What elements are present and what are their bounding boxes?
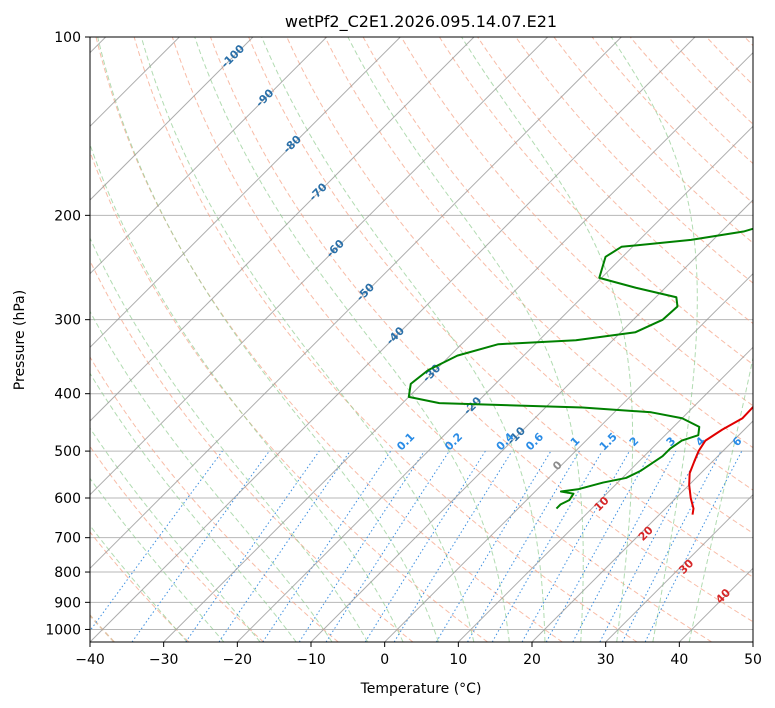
isotherm-line (163, 51, 753, 642)
dewpoint-profile (407, 227, 753, 510)
dry-adiabat (171, 37, 712, 642)
isotherm-line (90, 37, 254, 201)
x-tick-label: −10 (296, 652, 326, 668)
chart-title: wetPf2_C2E1.2026.095.14.07.E21 (285, 12, 557, 32)
x-tick-label: 40 (670, 652, 688, 668)
dry-adiabat (324, 37, 753, 491)
moist-adiabat (194, 37, 510, 642)
dry-adiabat (95, 37, 563, 642)
y-tick-label: 100 (54, 30, 81, 46)
dry-adiabat (439, 37, 753, 366)
moist-adiabat (261, 37, 546, 642)
mixing-ratio-line (545, 450, 653, 642)
plot-frame (89, 36, 754, 643)
x-tick-label: 0 (380, 652, 389, 668)
y-tick-label: 400 (54, 387, 81, 403)
x-axis-label: Temperature (°C) (360, 681, 482, 697)
mixing-ratio-line (185, 450, 320, 642)
x-tick-label: −30 (149, 652, 179, 668)
isotherm-line (90, 37, 328, 275)
y-tick-label: 700 (54, 531, 81, 547)
isotherm-line (90, 37, 475, 422)
mixing-ratio-line (644, 450, 743, 642)
mixing-ratio-line (90, 450, 223, 632)
mixing-ratio-line (521, 450, 630, 642)
x-tick-label: −40 (75, 652, 105, 668)
y-axis: 100 200 300 400 500 600 700 800 900 1000 (45, 30, 90, 638)
dry-adiabat (591, 37, 753, 204)
moist-adiabat (90, 477, 225, 642)
x-tick-label: 10 (449, 652, 467, 668)
x-tick-label: −20 (223, 652, 253, 668)
dry-adiabat (477, 37, 753, 325)
mixing-ratio-line (218, 450, 351, 642)
y-axis-label: Pressure (hPa) (12, 290, 28, 390)
isotherm-line (90, 37, 696, 642)
mixing-ratio-line (325, 450, 450, 642)
x-tick-label: 30 (597, 652, 615, 668)
background-lines (90, 37, 753, 642)
mixing-ratio-line (572, 450, 677, 642)
x-axis: −40 −30 −20 −10 0 10 20 30 40 50 (75, 642, 762, 668)
mixing-ratio-line (262, 450, 392, 642)
isotherm-line (310, 199, 753, 642)
sounding-profiles (407, 227, 753, 515)
x-tick-label: 20 (523, 652, 541, 668)
moist-adiabat (90, 427, 261, 642)
dry-adiabat (286, 37, 753, 534)
y-tick-label: 800 (54, 565, 81, 581)
y-tick-label: 200 (54, 208, 81, 224)
dry-adiabat (90, 531, 190, 642)
moist-adiabat (688, 355, 753, 642)
dry-adiabat (553, 37, 753, 244)
y-tick-label: 300 (54, 313, 81, 329)
dry-adiabat (90, 150, 488, 642)
isotherm-line (90, 37, 622, 570)
isotherm-line (236, 125, 753, 642)
moist-adiabat (97, 37, 439, 642)
moist-adiabat (90, 143, 404, 642)
dry-adiabat (133, 37, 638, 642)
dry-adiabat (90, 356, 339, 642)
isotherm-line (457, 346, 753, 642)
isotherm-line (605, 493, 753, 642)
moist-adiabat (610, 37, 698, 642)
isotherm-line (531, 420, 753, 642)
dry-adiabat (210, 37, 753, 623)
plot-background (90, 37, 753, 642)
y-tick-label: 500 (54, 444, 81, 460)
y-tick-label: 600 (54, 491, 81, 507)
mixing-ratio-line (298, 450, 425, 642)
dry-adiabat (248, 37, 753, 578)
moist-adiabat (347, 37, 584, 642)
moist-adiabat (140, 37, 475, 642)
isotherm-line (90, 37, 401, 349)
mixing-ratio-line (131, 450, 270, 642)
y-tick-label: 1000 (45, 622, 81, 638)
y-tick-label: 900 (54, 595, 81, 611)
temperature-profile (688, 405, 753, 515)
moist-adiabat (90, 372, 297, 642)
moist-adiabat (90, 236, 369, 642)
moist-adiabat (90, 310, 333, 642)
isotherm-line (384, 272, 753, 642)
isotherm-line (90, 37, 549, 496)
mixing-ratio-line (393, 450, 513, 642)
x-tick-label: 50 (744, 652, 762, 668)
dry-adiabat (400, 37, 753, 407)
